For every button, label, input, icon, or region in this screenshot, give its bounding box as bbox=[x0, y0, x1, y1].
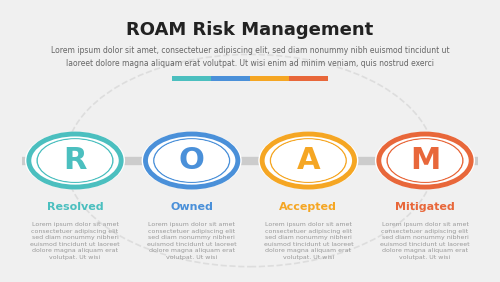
Circle shape bbox=[388, 139, 462, 182]
Text: Mitigated: Mitigated bbox=[395, 202, 455, 212]
Text: ROAM Risk Management: ROAM Risk Management bbox=[126, 21, 374, 39]
Text: Accepted: Accepted bbox=[280, 202, 338, 212]
Text: Owned: Owned bbox=[170, 202, 213, 212]
Circle shape bbox=[272, 139, 345, 182]
Bar bbox=[172, 76, 211, 81]
Text: Lorem ipsum dolor sit amet, consectetuer adipiscing elit, sed diam nonummy nibh : Lorem ipsum dolor sit amet, consectetuer… bbox=[50, 46, 450, 68]
Circle shape bbox=[38, 139, 112, 182]
Circle shape bbox=[142, 132, 242, 189]
Text: A: A bbox=[296, 146, 320, 175]
Text: Resolved: Resolved bbox=[46, 202, 104, 212]
Text: Lorem ipsum dolor sit amet
consectetuer adipiscing elit
sed diam nonummy nibheri: Lorem ipsum dolor sit amet consectetuer … bbox=[380, 222, 470, 260]
Circle shape bbox=[258, 132, 358, 189]
Text: M: M bbox=[410, 146, 440, 175]
Circle shape bbox=[375, 132, 475, 189]
Bar bbox=[211, 76, 250, 81]
Bar bbox=[250, 76, 289, 81]
Bar bbox=[289, 76, 328, 81]
Text: Lorem ipsum dolor sit amet
consectetuer adipiscing elit
sed diam nonummy nibheri: Lorem ipsum dolor sit amet consectetuer … bbox=[30, 222, 120, 260]
Text: R: R bbox=[64, 146, 87, 175]
Circle shape bbox=[25, 132, 125, 189]
Text: Lorem ipsum dolor sit amet
consectetuer adipiscing elit
sed diam nonummy nibheri: Lorem ipsum dolor sit amet consectetuer … bbox=[264, 222, 353, 260]
Circle shape bbox=[154, 139, 228, 182]
Text: O: O bbox=[178, 146, 204, 175]
Text: Lorem ipsum dolor sit amet
consectetuer adipiscing elit
sed diam nonummy nibheri: Lorem ipsum dolor sit amet consectetuer … bbox=[147, 222, 236, 260]
